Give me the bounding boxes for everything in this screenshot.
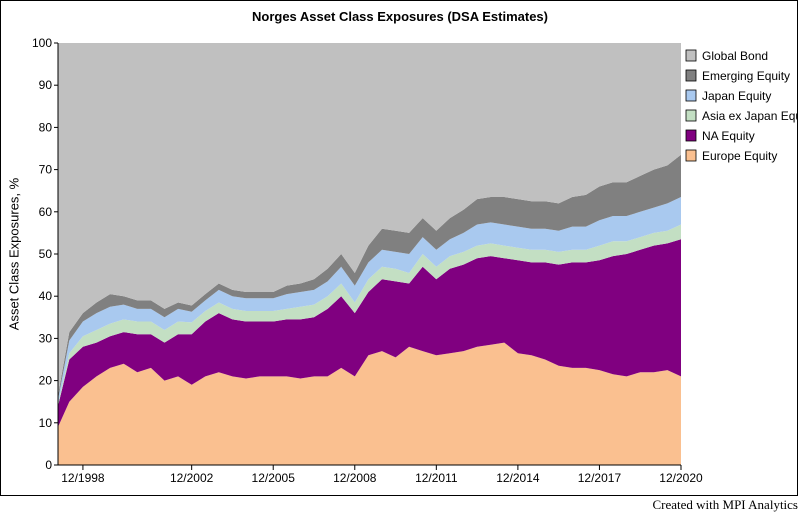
x-tick-label: 12/2020: [659, 471, 703, 485]
legend-label-japan-equity: Japan Equity: [702, 89, 771, 103]
x-tick-label: 12/2002: [170, 471, 214, 485]
legend-label-europe-equity: Europe Equity: [702, 149, 777, 163]
stacked-areas: [58, 43, 681, 465]
x-tick-label: 12/2014: [496, 471, 540, 485]
credit-label: Created with MPI Analytics: [652, 497, 798, 512]
x-tick-label: 12/2011: [415, 471, 458, 485]
y-tick-label: 40: [39, 289, 53, 303]
y-tick-label: 100: [32, 36, 52, 50]
legend-swatch-global-bond: [685, 49, 697, 62]
legend-swatch-europe-equity: [685, 149, 697, 162]
legend-label-emerging-equity: Emerging Equity: [702, 69, 790, 83]
legend-label-asia-ex-japan-equity: Asia ex Japan Equity: [702, 109, 800, 123]
x-tick-label: 12/2017: [578, 471, 622, 485]
axes: 0 10 20 30 40 50 60 70 80 90 100 12/1998 12/2002 12/2…: [32, 36, 703, 485]
y-tick-label: 90: [39, 78, 53, 92]
area-japan-equity: [58, 197, 681, 404]
legend-label-na-equity: NA Equity: [702, 129, 755, 143]
legend-swatch-emerging-equity: [685, 69, 697, 82]
area-europe-equity: [58, 342, 681, 465]
y-tick-label: 20: [39, 374, 53, 388]
legend-swatch-japan-equity: [685, 89, 697, 102]
y-tick-label: 70: [39, 163, 53, 177]
y-tick-label: 60: [39, 205, 53, 219]
legend: Global Bond Emerging Equity Japan Equity As…: [685, 49, 800, 163]
x-tick-label: 12/2008: [333, 471, 377, 485]
area-emerging-equity: [58, 154, 681, 400]
y-tick-label: 50: [39, 247, 53, 261]
x-tick-label: 12/1998: [61, 471, 105, 485]
legend-label-global-bond: Global Bond: [702, 49, 768, 63]
y-tick-label: 0: [45, 458, 52, 472]
x-tick-label: 12/2005: [252, 471, 296, 485]
y-tick-label: 80: [39, 120, 53, 134]
legend-swatch-na-equity: [685, 129, 697, 142]
area-global-bond: [58, 43, 681, 396]
area-na-equity: [58, 239, 681, 427]
y-tick-label: 30: [39, 331, 53, 345]
chart-title: Norges Asset Class Exposures (DSA Estima…: [252, 9, 548, 24]
legend-swatch-asia-ex-japan-equity: [685, 109, 697, 122]
y-tick-label: 10: [39, 416, 53, 430]
area-asia-ex-japan-equity: [58, 224, 681, 406]
